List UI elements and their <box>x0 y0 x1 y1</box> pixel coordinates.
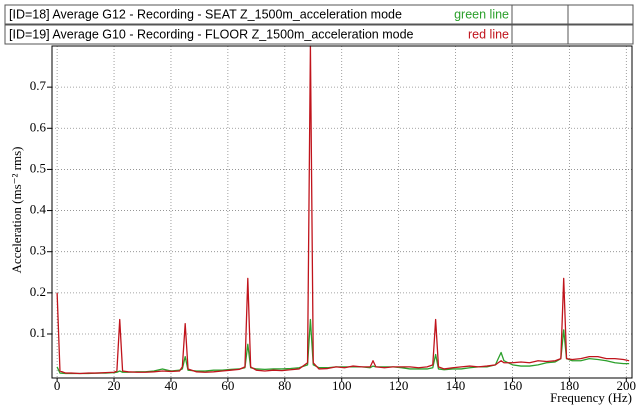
x-tick-label: 200 <box>617 378 637 393</box>
x-axis-label: Frequency (Hz) <box>550 390 632 405</box>
y-tick-label: 0.6 <box>30 119 47 134</box>
legend-name: [ID=18] Average G12 - Recording - SEAT Z… <box>9 7 402 21</box>
plot-border <box>51 45 633 379</box>
legend-cell <box>567 4 634 25</box>
x-tick-label: 60 <box>221 378 234 393</box>
y-tick-label: 0.1 <box>30 325 46 340</box>
legend-cell <box>567 24 634 45</box>
x-tick-label: 140 <box>446 378 466 393</box>
x-tick-label: 20 <box>108 378 121 393</box>
x-tick-label: 0 <box>54 378 61 393</box>
x-tick-label: 180 <box>560 378 580 393</box>
legend-cell <box>511 4 569 25</box>
y-tick-label: 0.2 <box>30 284 46 299</box>
x-tick-label: 80 <box>278 378 291 393</box>
y-tick-label: 0.5 <box>30 160 46 175</box>
x-tick-label: 160 <box>503 378 523 393</box>
x-tick-label: 40 <box>164 378 177 393</box>
x-tick-label: 120 <box>389 378 409 393</box>
legend-cell <box>511 24 569 45</box>
x-tick-label: 100 <box>332 378 352 393</box>
y-tick-label: 0.4 <box>30 202 47 217</box>
y-axis-label: Acceleration (ms⁻² rms) <box>9 147 24 274</box>
data-line <box>56 45 630 375</box>
y-tick-label: 0.7 <box>30 78 47 93</box>
y-tick-label: 0.3 <box>30 243 46 258</box>
legend-line-label: green line <box>454 7 509 21</box>
legend-name: [ID=19] Average G10 - Recording - FLOOR … <box>9 27 414 41</box>
legend-line-label: red line <box>468 27 509 41</box>
